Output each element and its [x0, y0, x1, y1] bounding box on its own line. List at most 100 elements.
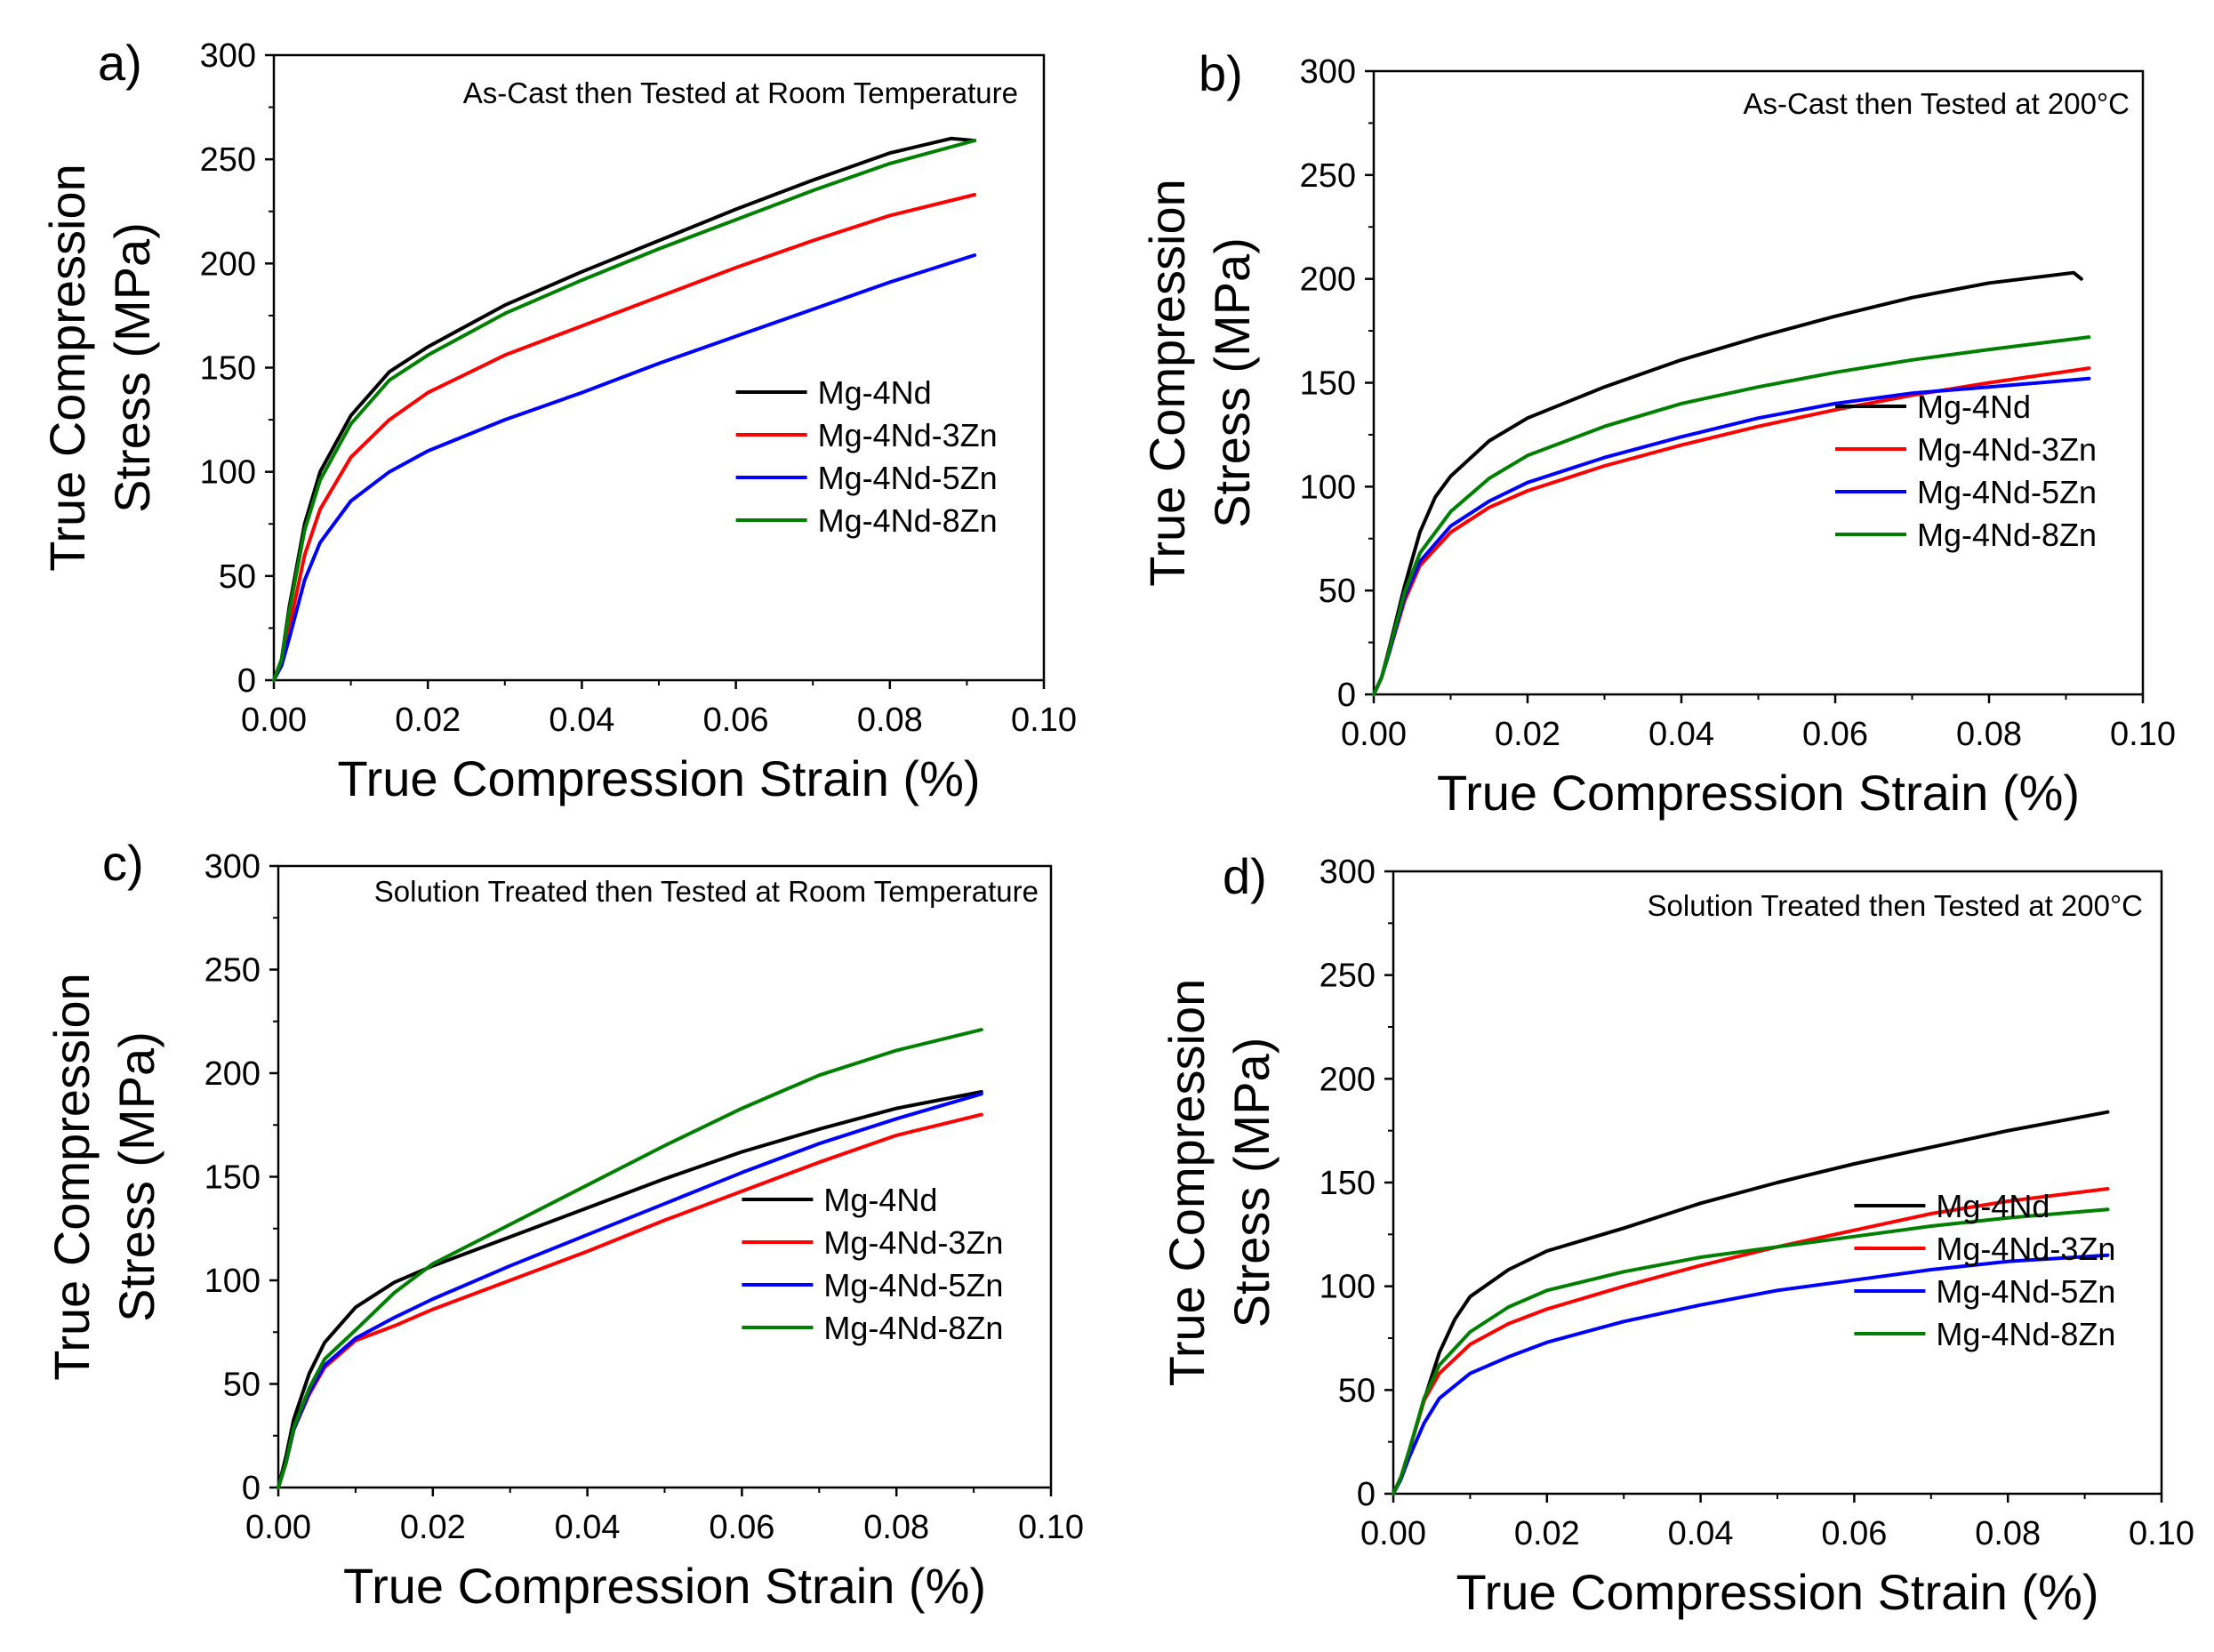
y-tick-label: 300	[200, 37, 256, 75]
legend-label: Mg-4Nd-5Zn	[823, 1267, 1003, 1303]
y-tick-label: 100	[1300, 469, 1356, 506]
legend: Mg-4Nd Mg-4Nd-3Zn Mg-4Nd-5Zn Mg-4Nd-8Zn	[735, 374, 998, 539]
legend: Mg-4Nd Mg-4Nd-3Zn Mg-4Nd-5Zn Mg-4Nd-8Zn	[1854, 1188, 2115, 1352]
plot-annotation: As-Cast then Tested at 200°C	[1744, 87, 2130, 120]
legend-label: Mg-4Nd	[1936, 1188, 2050, 1224]
series-line-mg-4nd-8zn	[1392, 1207, 2110, 1496]
legend: Mg-4Nd Mg-4Nd-3Zn Mg-4Nd-5Zn Mg-4Nd-8Zn	[742, 1182, 1003, 1346]
series-line-mg-4nd-8zn	[1372, 335, 2091, 696]
x-tick-label: 0.06	[709, 1509, 774, 1546]
chart-panel-3: 0.00 0.02 0.04 0.06 0.08 0.10 0 50 100 150 200 250 3…	[44, 835, 1084, 1614]
plot-frame	[277, 864, 1053, 1489]
panel-letter: c)	[102, 835, 144, 891]
plot-annotation: As-Cast then Tested at Room Temperature	[463, 76, 1018, 109]
x-tick-label: 0.06	[1802, 716, 1868, 753]
y-tick-label: 50	[223, 1367, 261, 1404]
legend-label: Mg-4Nd-3Zn	[1917, 431, 2097, 468]
x-tick-label: 0.10	[2129, 1515, 2194, 1552]
legend-label: Mg-4Nd-8Zn	[823, 1310, 1003, 1346]
legend: Mg-4Nd Mg-4Nd-3Zn Mg-4Nd-5Zn Mg-4Nd-8Zn	[1835, 389, 2097, 553]
legend-label: Mg-4Nd	[1917, 389, 2031, 425]
legend-label: Mg-4Nd-5Zn	[818, 460, 998, 496]
x-tick-label: 0.08	[863, 1509, 929, 1546]
x-tick-label: 0.02	[395, 702, 461, 739]
x-tick-label: 0.00	[241, 702, 307, 739]
x-tick-label: 0.02	[400, 1509, 466, 1546]
y-tick-label: 200	[205, 1055, 261, 1093]
y-tick-label: 200	[200, 245, 256, 283]
y-axis-title-line-2: Stress (MPa)	[104, 222, 160, 513]
y-tick-label: 0	[242, 1470, 261, 1507]
x-tick-label: 0.00	[1341, 716, 1407, 753]
panel-letter: a)	[98, 35, 142, 91]
x-tick-label: 0.04	[1648, 716, 1714, 753]
x-tick-label: 0.04	[555, 1509, 621, 1546]
chart-panel-4: 0.00 0.02 0.04 0.06 0.08 0.10 0 50 100 150 200 250 3…	[1159, 848, 2194, 1620]
legend-label: Mg-4Nd-5Zn	[1936, 1273, 2115, 1310]
y-tick-label: 250	[200, 141, 256, 179]
legend-label: Mg-4Nd-8Zn	[818, 502, 998, 539]
y-tick-label: 150	[200, 350, 256, 388]
x-tick-label: 0.02	[1514, 1515, 1580, 1552]
x-tick-label: 0.06	[703, 702, 769, 739]
y-tick-label: 100	[200, 454, 256, 492]
plot-frame	[272, 53, 1046, 682]
panel-letter: d)	[1223, 848, 1267, 904]
x-tick-label: 0.08	[1956, 716, 2022, 753]
chart-panel-2: 0.00 0.02 0.04 0.06 0.08 0.10 0 50 100 150 200 250 3…	[1139, 45, 2176, 821]
y-tick-label: 50	[1338, 1372, 1376, 1409]
y-axis-title-line-2: Stress (MPa)	[108, 1031, 164, 1322]
series-line-mg-4nd-8zn	[272, 139, 977, 682]
y-axis-title-line-1: True Compression	[44, 973, 100, 1381]
legend-label: Mg-4Nd-8Zn	[1936, 1316, 2115, 1352]
y-axis-title-line-2: Stress (MPa)	[1223, 1038, 1279, 1328]
y-tick-label: 200	[1320, 1061, 1376, 1098]
y-tick-label: 100	[1320, 1269, 1376, 1306]
plot-annotation: Solution Treated then Tested at Room Tem…	[374, 875, 1039, 908]
legend-label: Mg-4Nd-3Zn	[1936, 1231, 2115, 1267]
x-axis-title: True Compression Strain (%)	[1437, 765, 2080, 821]
x-tick-label: 0.04	[549, 702, 614, 739]
x-tick-label: 0.06	[1821, 1515, 1887, 1552]
legend-label: Mg-4Nd-3Zn	[818, 417, 998, 453]
y-tick-label: 250	[205, 952, 261, 990]
x-tick-label: 0.10	[1011, 702, 1077, 739]
y-tick-label: 250	[1320, 958, 1376, 995]
y-tick-label: 150	[1300, 365, 1356, 403]
y-tick-label: 150	[1320, 1165, 1376, 1202]
series-line-mg-4nd-8zn	[277, 1028, 983, 1489]
panel-letter: b)	[1199, 45, 1243, 101]
legend-label: Mg-4Nd-3Zn	[823, 1224, 1003, 1261]
y-tick-label: 150	[205, 1159, 261, 1197]
x-tick-label: 0.04	[1668, 1515, 1734, 1552]
y-tick-label: 50	[219, 558, 256, 596]
x-axis-title: True Compression Strain (%)	[337, 750, 980, 806]
x-axis-title: True Compression Strain (%)	[343, 1558, 986, 1614]
y-tick-label: 250	[1300, 157, 1356, 195]
y-axis-title-line-1: True Compression	[1159, 979, 1215, 1387]
y-axis-title-line-1: True Compression	[39, 164, 95, 572]
y-tick-label: 200	[1300, 261, 1356, 299]
y-tick-label: 0	[1357, 1476, 1376, 1513]
y-tick-label: 50	[1319, 573, 1356, 610]
x-tick-label: 0.08	[857, 702, 923, 739]
legend-label: Mg-4Nd-8Zn	[1917, 517, 2097, 553]
legend-label: Mg-4Nd	[823, 1182, 937, 1218]
y-tick-label: 300	[1320, 854, 1376, 891]
y-tick-label: 300	[205, 848, 261, 886]
legend-label: Mg-4Nd	[818, 374, 932, 411]
x-tick-label: 0.10	[1018, 1509, 1084, 1546]
x-tick-label: 0.10	[2110, 716, 2176, 753]
chart-panel-1: 0.00 0.02 0.04 0.06 0.08 0.10 0 50 100 150 200 250 3…	[39, 35, 1077, 806]
x-tick-label: 0.02	[1495, 716, 1560, 753]
legend-label: Mg-4Nd-5Zn	[1917, 474, 2097, 510]
y-axis-title-line-1: True Compression	[1139, 179, 1195, 587]
y-tick-label: 100	[205, 1263, 261, 1300]
x-tick-label: 0.08	[1975, 1515, 2041, 1552]
series-line-mg-4nd-5zn	[272, 253, 977, 682]
plot-annotation: Solution Treated then Tested at 200°C	[1648, 889, 2143, 922]
y-tick-label: 0	[1337, 677, 1356, 714]
y-tick-label: 300	[1300, 53, 1356, 91]
x-tick-label: 0.00	[1360, 1515, 1426, 1552]
